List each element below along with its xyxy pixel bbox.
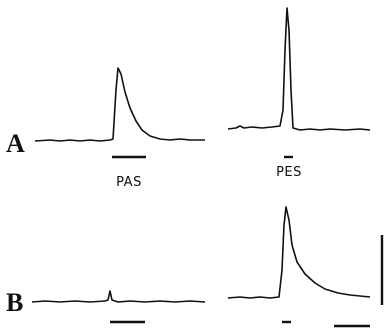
trace xyxy=(31,290,206,303)
stimulus-label: PES xyxy=(276,165,302,180)
trace xyxy=(34,67,205,142)
trace xyxy=(227,7,371,131)
trace xyxy=(227,206,371,299)
stimulus-label: PAS xyxy=(116,175,142,190)
panel-label: B xyxy=(6,288,23,317)
panel-label: A xyxy=(6,129,25,158)
